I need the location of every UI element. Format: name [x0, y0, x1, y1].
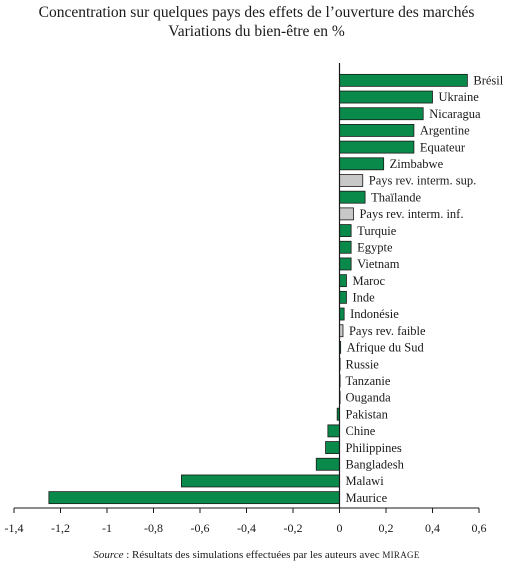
category-label: Bangladesh — [346, 457, 405, 471]
bar — [339, 157, 385, 171]
x-tick-label: -0,6 — [191, 521, 210, 535]
category-label: Russie — [346, 357, 380, 371]
category-label: Inde — [352, 291, 375, 305]
bar — [339, 274, 347, 288]
x-tick-label: -0,2 — [284, 521, 303, 535]
bar — [339, 257, 352, 271]
x-tick-label: -1 — [102, 521, 112, 535]
x-tick-label: -1,4 — [5, 521, 24, 535]
bar — [339, 140, 415, 154]
bar — [339, 290, 347, 304]
bar — [339, 307, 345, 321]
category-label: Philippines — [346, 441, 402, 455]
category-label: Argentine — [420, 124, 470, 138]
category-label: Chine — [346, 424, 376, 438]
category-label: Turquie — [357, 224, 397, 238]
bar — [339, 190, 366, 204]
category-label: Ouganda — [346, 391, 392, 405]
bar — [48, 491, 340, 505]
bar — [339, 90, 433, 104]
bar — [339, 224, 352, 237]
category-label: Brésil — [473, 74, 503, 88]
x-tick-label: 0,6 — [472, 521, 487, 535]
category-label: Tanzanie — [346, 374, 391, 388]
category-label: Ukraine — [439, 90, 480, 104]
bar — [315, 457, 340, 471]
x-tick-label: -0,4 — [237, 521, 256, 535]
bar — [339, 73, 468, 87]
category-label: Vietnam — [357, 257, 400, 271]
bar — [339, 207, 354, 221]
x-tick-label: 0 — [337, 521, 343, 535]
category-label: Afrique du Sud — [347, 341, 425, 355]
bar — [180, 474, 340, 488]
category-label: Pakistan — [346, 407, 389, 421]
category-label: Equateur — [420, 140, 466, 154]
category-label: Egypte — [357, 240, 393, 254]
bar — [339, 240, 352, 254]
source-text: : Résultats des simulations effectuées p… — [123, 549, 383, 561]
category-label: Indonésie — [350, 307, 399, 321]
bar — [327, 424, 340, 438]
source-label: Source — [93, 549, 124, 561]
bar — [339, 107, 424, 121]
source-model: MIRAGE — [382, 550, 420, 560]
x-tick-label: 0,2 — [379, 521, 394, 535]
category-label: Thaïlande — [371, 190, 421, 204]
source-note: Source : Résultats des simulations effec… — [0, 549, 513, 561]
category-label: Pays rev. faible — [349, 324, 426, 338]
category-label: Zimbabwe — [390, 157, 444, 171]
x-tick-label: 0,4 — [425, 521, 440, 535]
x-tick-label: -0,8 — [144, 521, 163, 535]
category-label: Pays rev. interm. inf. — [359, 207, 463, 221]
chart-title-block: Concentration sur quelques pays des effe… — [0, 3, 513, 41]
category-label: Maurice — [346, 491, 388, 505]
category-label: Pays rev. interm. sup. — [369, 174, 477, 188]
category-label: Nicaragua — [429, 107, 481, 121]
bar — [339, 124, 415, 137]
category-label: Maroc — [352, 274, 385, 288]
chart-subtitle: Variations du bien-être en % — [168, 23, 345, 40]
category-label: Malawi — [346, 474, 385, 488]
x-tick-label: -1,2 — [51, 521, 70, 535]
bar — [339, 174, 364, 187]
chart-title: Concentration sur quelques pays des effe… — [38, 4, 475, 21]
bar — [325, 441, 340, 454]
